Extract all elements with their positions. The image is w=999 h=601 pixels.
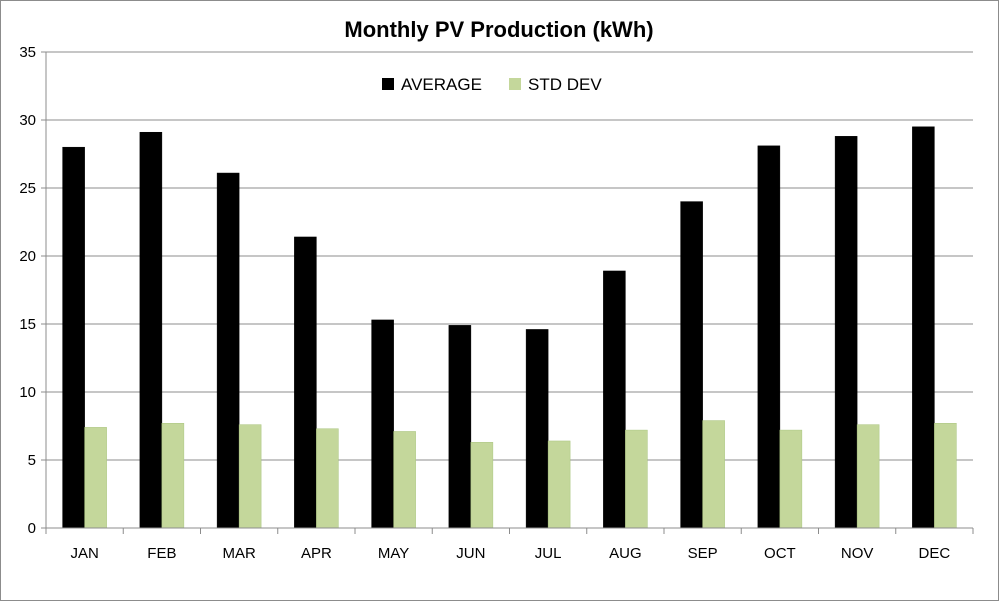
bar-average-aug: [603, 270, 626, 529]
x-tick-label: OCT: [764, 545, 796, 562]
bar-average-jul: [525, 329, 549, 529]
legend-swatch: [382, 78, 394, 90]
bar-std-dev-may: [393, 431, 416, 529]
x-axis-ticks: JAN FEB MAR APR MAY JUN JUL AUG SEP OCT NOV DEC: [45, 528, 974, 562]
bar-std-dev-jul: [547, 440, 571, 529]
bar-average-may: [371, 319, 394, 529]
legend: AVERAGE STD DEV: [382, 75, 602, 94]
axes: [45, 52, 973, 529]
x-tick-label: DEC: [919, 545, 951, 562]
bar-std-dev-jan: [84, 427, 107, 529]
bar-std-dev-dec: [934, 423, 957, 529]
bar-std-dev-apr: [316, 428, 339, 529]
bar-std-dev-feb: [161, 423, 185, 529]
bar-average-jun: [448, 325, 472, 529]
x-tick-label: MAY: [378, 545, 409, 562]
x-tick-label: SEP: [688, 545, 718, 562]
y-tick-label: 20: [19, 248, 36, 265]
x-tick-label: FEB: [147, 545, 176, 562]
y-tick-label: 15: [19, 316, 36, 333]
y-tick-label: 10: [19, 384, 36, 401]
y-tick-label: 5: [28, 452, 36, 469]
bar-std-dev-jun: [470, 442, 494, 529]
y-tick-label: 0: [28, 520, 36, 537]
bar-average-mar: [216, 172, 240, 529]
bar-average-nov: [834, 136, 858, 529]
y-tick-label: 35: [19, 44, 36, 61]
bar-average-dec: [912, 126, 935, 529]
bar-average-sep: [680, 201, 703, 529]
x-tick-label: JAN: [70, 545, 98, 562]
bar-average-jan: [62, 146, 85, 529]
y-tick-label: 30: [19, 112, 36, 129]
y-tick-label: 25: [19, 180, 36, 197]
bar-std-dev-nov: [856, 424, 880, 529]
bar-std-dev-sep: [702, 420, 725, 529]
bar-average-oct: [757, 145, 781, 529]
x-tick-label: NOV: [841, 545, 874, 562]
x-tick-label: APR: [301, 545, 332, 562]
gridlines: [46, 51, 973, 461]
y-axis-ticks: 0 5 10 15 20 25 30 35: [19, 44, 46, 537]
legend-label: STD DEV: [528, 75, 602, 94]
x-tick-label: JUL: [535, 545, 562, 562]
bar-std-dev-mar: [238, 424, 262, 529]
bar-std-dev-oct: [779, 429, 803, 529]
x-tick-label: AUG: [609, 545, 642, 562]
legend-swatch: [509, 78, 521, 90]
bar-average-feb: [139, 131, 163, 529]
bar-average-apr: [294, 236, 317, 529]
x-tick-label: JUN: [456, 545, 485, 562]
x-tick-label: MAR: [222, 545, 256, 562]
bar-std-dev-aug: [625, 429, 648, 529]
legend-label: AVERAGE: [401, 75, 482, 94]
chart-title: Monthly PV Production (kWh): [344, 17, 653, 42]
bars: [62, 126, 957, 529]
